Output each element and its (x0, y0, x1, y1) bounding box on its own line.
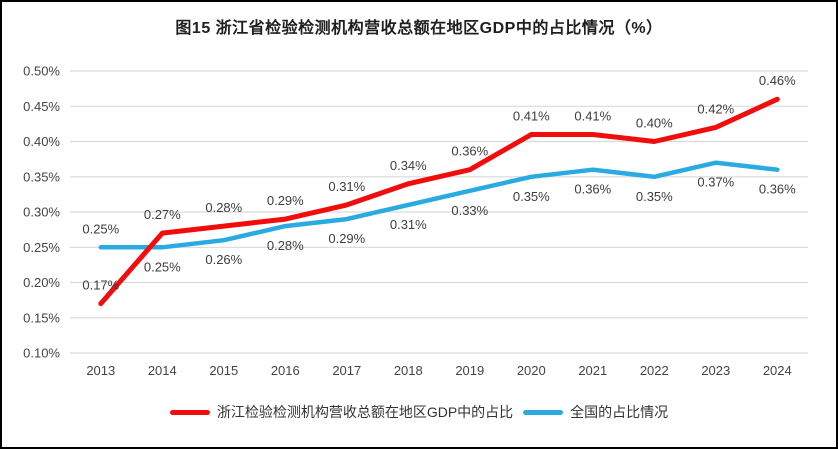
data-label: 0.42% (697, 101, 734, 116)
y-axis-tick-label: 0.25% (23, 240, 60, 255)
data-label: 0.36% (451, 144, 488, 159)
data-label: 0.35% (636, 189, 673, 204)
legend: 浙江检验检测机构营收总额在地区GDP中的占比 全国的占比情况 (2, 401, 836, 423)
data-label: 0.28% (205, 200, 242, 215)
x-axis-tick-label: 2023 (701, 363, 730, 378)
data-label: 0.29% (328, 231, 365, 246)
data-label: 0.25% (144, 259, 181, 274)
legend-item-national: 全国的占比情况 (523, 402, 668, 422)
data-label: 0.29% (267, 193, 304, 208)
data-label: 0.41% (574, 109, 611, 124)
data-label: 0.26% (205, 252, 242, 267)
x-axis-tick-label: 2020 (517, 363, 546, 378)
data-label: 0.36% (759, 182, 796, 197)
x-axis-tick-label: 2016 (271, 363, 300, 378)
x-axis-tick-label: 2022 (640, 363, 669, 378)
y-axis-tick-label: 0.50% (23, 64, 60, 79)
legend-label-zhejiang: 浙江检验检测机构营收总额在地区GDP中的占比 (216, 404, 514, 420)
data-label: 0.17% (82, 278, 119, 293)
data-label: 0.46% (759, 73, 796, 88)
data-label: 0.31% (328, 179, 365, 194)
data-label: 0.27% (144, 207, 181, 222)
y-axis-tick-label: 0.15% (23, 310, 60, 325)
data-label: 0.37% (697, 175, 734, 190)
line-chart: 0.10% 0.15% 0.20% 0.25% 0.30% 0.35% 0.40% 0.45%… (23, 64, 808, 378)
data-label: 0.33% (451, 203, 488, 218)
x-axis-tick-label: 2013 (86, 363, 115, 378)
data-label: 0.35% (513, 189, 550, 204)
y-axis-tick-label: 0.30% (23, 205, 60, 220)
y-axis-tick-label: 0.35% (23, 169, 60, 184)
x-axis-tick-label: 2024 (763, 363, 792, 378)
x-axis-tick-label: 2019 (455, 363, 484, 378)
data-label: 0.41% (513, 109, 550, 124)
series-line-0 (98, 96, 780, 307)
x-axis-tick-label: 2017 (332, 363, 361, 378)
data-label: 0.34% (390, 158, 427, 173)
y-axis-tick-label: 0.20% (23, 275, 60, 290)
data-label: 0.28% (267, 238, 304, 253)
x-axis-tick-label: 2018 (394, 363, 423, 378)
blue-line-swatch-icon (523, 409, 564, 415)
x-axis-tick-label: 2015 (209, 363, 238, 378)
x-axis-tick-label: 2014 (148, 363, 177, 378)
y-axis-tick-label: 0.45% (23, 99, 60, 114)
data-label: 0.36% (574, 182, 611, 197)
x-axis-tick-label: 2021 (578, 363, 607, 378)
data-label: 0.25% (82, 221, 119, 236)
y-axis-tick-label: 0.10% (23, 346, 60, 361)
data-label: 0.40% (636, 116, 673, 131)
legend-item-zhejiang: 浙江检验检测机构营收总额在地区GDP中的占比 (169, 402, 514, 422)
series-line-1 (98, 160, 780, 250)
chart-title: 图15 浙江省检验检测机构营收总额在地区GDP中的占比情况（%） (175, 20, 663, 37)
red-line-swatch-icon (169, 409, 210, 415)
data-label: 0.31% (390, 217, 427, 232)
legend-label-national: 全国的占比情况 (570, 404, 669, 420)
y-axis-tick-label: 0.40% (23, 134, 60, 149)
